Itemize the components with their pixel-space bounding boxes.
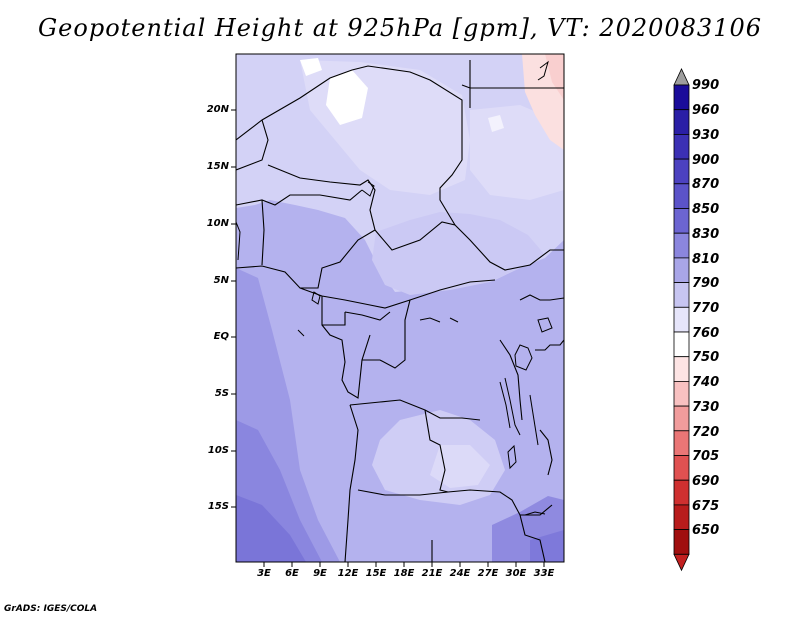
- colorbar-label-990: 990: [692, 78, 720, 93]
- colorbar-label-750: 750: [692, 350, 720, 365]
- field-lower-southeast: [530, 530, 564, 562]
- axis-ticks: [231, 109, 545, 567]
- lat-label-10n: 10N: [206, 218, 229, 229]
- colorbar-label-740: 740: [692, 375, 720, 390]
- chart-title: Geopotential Height at 925hPa [gpm], VT:…: [38, 14, 762, 42]
- field-white-patch-1: [326, 70, 368, 125]
- colorbar-label-850: 850: [692, 202, 720, 217]
- country-borders: [236, 60, 564, 562]
- colorbar-box: [673, 430, 690, 456]
- field-lowest-southwest: [236, 495, 306, 562]
- colorbar-box: [673, 405, 690, 432]
- colorbar-box: [673, 208, 690, 234]
- lon-label-21e: 21E: [421, 568, 443, 579]
- colorbar-label-760: 760: [692, 326, 720, 341]
- lat-label-5n: 5N: [213, 275, 229, 286]
- colorbar-box: [673, 158, 690, 185]
- colorbar-label-720: 720: [692, 425, 720, 440]
- map-frame: [235, 53, 565, 563]
- lon-label-15e: 15E: [365, 568, 387, 579]
- colorbar-box: [673, 529, 690, 555]
- colorbar-label-960: 960: [692, 103, 720, 118]
- colorbar-label-690: 690: [692, 474, 720, 489]
- colorbar-label-790: 790: [692, 276, 720, 291]
- colorbar-label-900: 900: [692, 153, 720, 168]
- height-field: [236, 54, 564, 562]
- lat-label-15s: 15S: [207, 501, 229, 512]
- colorbar-label-930: 930: [692, 128, 720, 143]
- colorbar-label-810: 810: [692, 252, 720, 267]
- colorbar-label-830: 830: [692, 227, 720, 242]
- lon-label-30e: 30E: [505, 568, 527, 579]
- colorbar-box: [673, 109, 690, 135]
- lon-label-12e: 12E: [337, 568, 359, 579]
- colorbar-box: [673, 282, 690, 308]
- colorbar: [673, 68, 690, 572]
- field-very-high-south: [430, 445, 490, 488]
- lon-label-3e: 3E: [257, 568, 271, 579]
- colorbar-box: [673, 380, 690, 407]
- lon-label-9e: 9E: [313, 568, 327, 579]
- colorbar-label-730: 730: [692, 400, 720, 415]
- colorbar-box: [673, 257, 690, 283]
- lon-label-24e: 24E: [449, 568, 471, 579]
- lat-label-eq: EQ: [213, 331, 229, 342]
- lon-label-18e: 18E: [393, 568, 415, 579]
- grads-credit: GrADS: IGES/COLA: [4, 604, 98, 614]
- colorbar-box: [673, 455, 690, 481]
- lon-label-33e: 33E: [533, 568, 555, 579]
- colorbar-label-870: 870: [692, 177, 720, 192]
- field-white-patch-2: [300, 58, 322, 76]
- field-white-patch-3: [488, 115, 504, 132]
- lat-label-5s: 5S: [214, 388, 229, 399]
- colorbar-arrow-top: [673, 68, 690, 86]
- colorbar-box: [673, 504, 690, 530]
- lat-label-20n: 20N: [206, 104, 229, 115]
- colorbar-label-675: 675: [692, 499, 720, 514]
- colorbar-box: [673, 84, 690, 111]
- colorbar-box: [673, 232, 690, 259]
- colorbar-label-705: 705: [692, 449, 720, 464]
- colorbar-label-770: 770: [692, 301, 720, 316]
- colorbar-box: [673, 479, 690, 506]
- colorbar-box: [673, 306, 690, 333]
- lakes-and-coast: [236, 60, 553, 516]
- colorbar-arrow-bottom: [673, 553, 690, 572]
- lat-label-10s: 10S: [207, 445, 229, 456]
- colorbar-box: [673, 331, 690, 358]
- colorbar-box: [673, 133, 690, 160]
- lon-label-6e: 6E: [285, 568, 299, 579]
- colorbar-label-650: 650: [692, 523, 720, 538]
- lon-label-27e: 27E: [477, 568, 499, 579]
- field-high-central: [372, 212, 545, 295]
- colorbar-box: [673, 356, 690, 382]
- lat-label-15n: 15N: [206, 161, 229, 172]
- colorbar-box: [673, 183, 690, 209]
